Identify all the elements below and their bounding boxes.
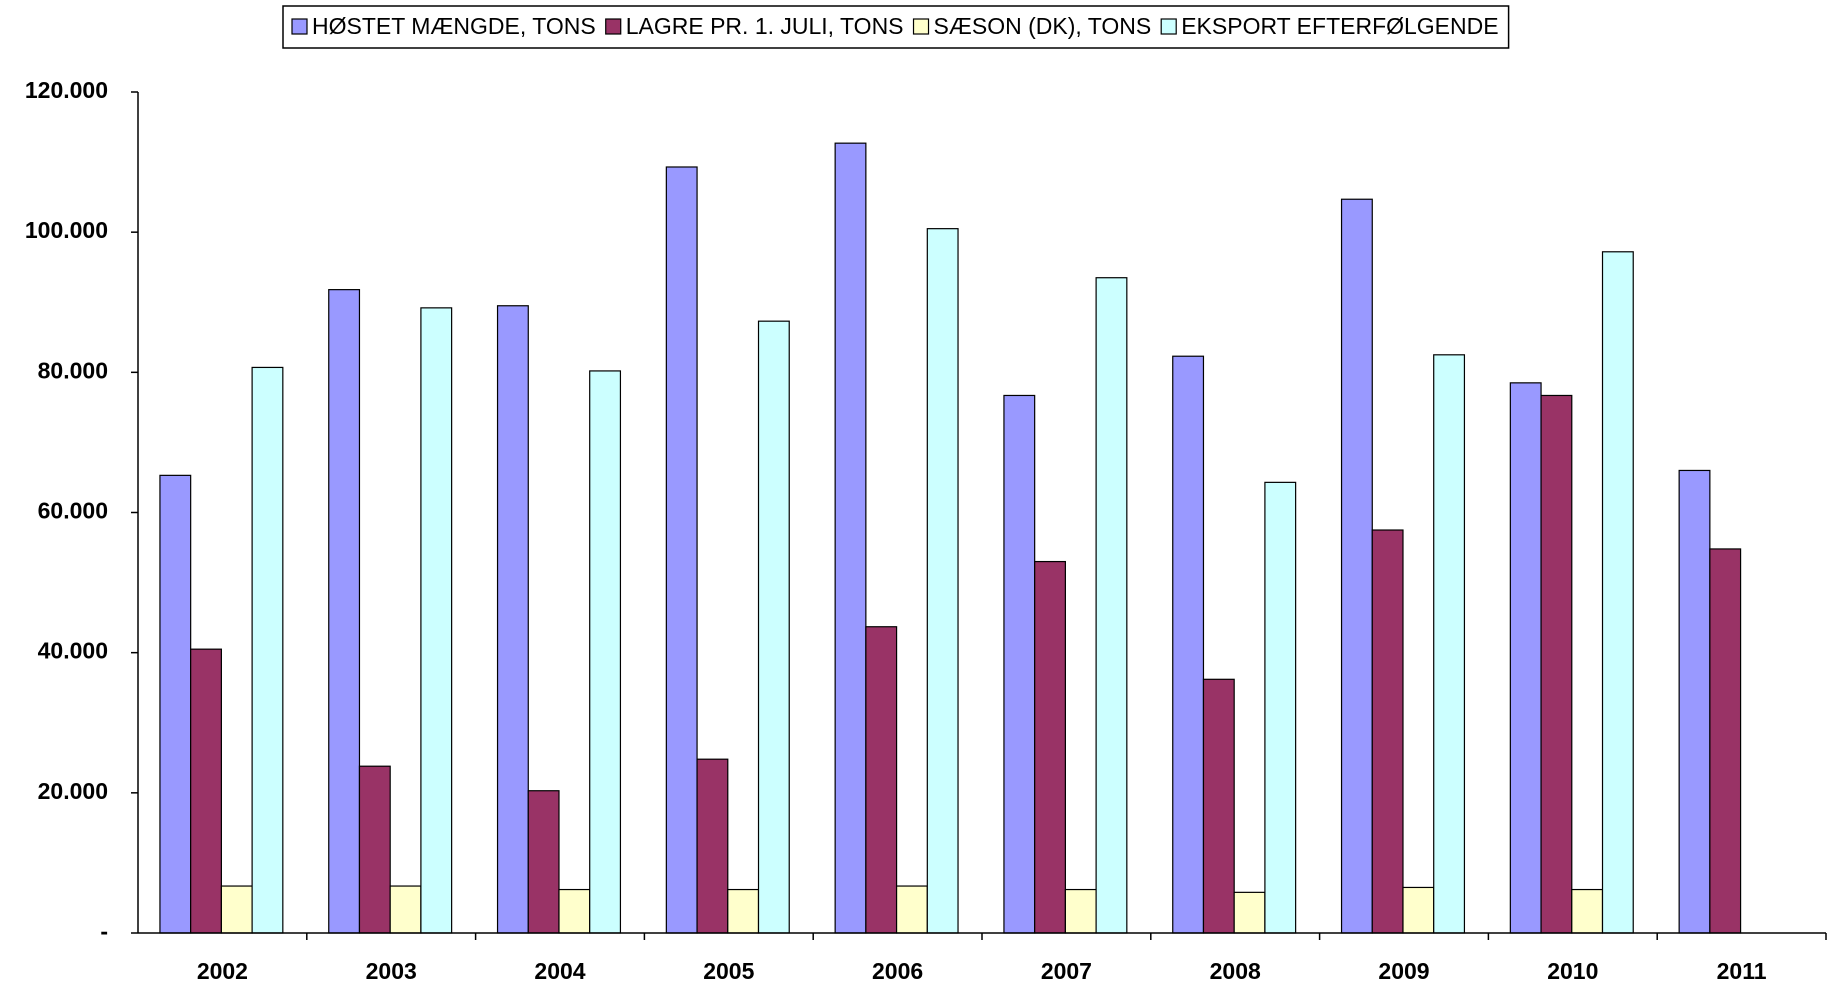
- bar: [420, 307, 453, 934]
- bar: [1509, 382, 1542, 934]
- bar: [1034, 560, 1066, 934]
- bar: [1003, 394, 1036, 934]
- x-tick-label: 2005: [703, 958, 754, 984]
- bar: [1172, 355, 1205, 934]
- legend-swatch: [605, 18, 622, 35]
- bar: [1433, 354, 1466, 934]
- legend: [282, 5, 1510, 49]
- bar: [328, 289, 361, 934]
- bar: [696, 758, 729, 934]
- bar: [558, 888, 591, 934]
- bar: [251, 366, 284, 934]
- x-tick-label: 2009: [1378, 958, 1429, 984]
- x-tick-label: 2011: [1717, 958, 1767, 984]
- y-tick-label: 100.000: [25, 217, 108, 243]
- legend-label: LAGRE PR. 1. JULI, TONS: [626, 13, 904, 39]
- legend-label: SÆSON (DK), TONS: [934, 13, 1152, 39]
- x-tick-label: 2007: [1041, 958, 1092, 984]
- bar: [496, 305, 529, 934]
- legend-label: EKSPORT EFTERFØLGENDE: [1181, 13, 1498, 39]
- legend-swatch: [291, 18, 308, 35]
- bar: [757, 320, 790, 934]
- bar: [1233, 891, 1266, 934]
- y-tick-label: 60.000: [38, 498, 108, 524]
- bar: [358, 765, 391, 934]
- bar: [589, 370, 622, 934]
- bar: [1202, 678, 1235, 934]
- bar: [159, 474, 192, 934]
- bar: [190, 648, 222, 934]
- bar: [926, 228, 959, 934]
- bar: [220, 885, 253, 934]
- y-tick-label: 20.000: [38, 778, 108, 804]
- bar: [1371, 529, 1404, 934]
- x-tick-label: 2008: [1210, 958, 1261, 984]
- bar: [1601, 251, 1634, 934]
- bar: [1095, 277, 1128, 934]
- bar: [1402, 886, 1435, 934]
- bar: [1064, 888, 1097, 934]
- bar: [665, 166, 698, 934]
- bar: [865, 626, 898, 934]
- y-tick-label: 120.000: [25, 77, 108, 103]
- bar: [389, 885, 422, 934]
- bar: [527, 790, 560, 934]
- y-tick-label: 40.000: [38, 638, 108, 664]
- bar: [834, 142, 867, 934]
- bar: [1340, 198, 1373, 934]
- bar: [1678, 469, 1711, 934]
- bar: [727, 888, 760, 934]
- bar: [1709, 548, 1742, 934]
- y-tick-label: 80.000: [38, 357, 108, 383]
- legend-swatch: [1160, 18, 1177, 35]
- legend-label: HØSTET MÆNGDE, TONS: [312, 13, 596, 39]
- bar: [1571, 888, 1604, 934]
- bar: [895, 885, 928, 934]
- legend-swatch: [912, 18, 930, 35]
- x-tick-label: 2006: [872, 958, 923, 984]
- x-tick-label: 2002: [197, 958, 248, 984]
- y-tick-label: -: [100, 918, 108, 944]
- x-tick-label: 2003: [366, 958, 417, 984]
- x-tick-label: 2010: [1547, 958, 1598, 984]
- bar: [1540, 394, 1573, 934]
- bar: [1264, 481, 1297, 934]
- x-tick-label: 2004: [534, 958, 585, 984]
